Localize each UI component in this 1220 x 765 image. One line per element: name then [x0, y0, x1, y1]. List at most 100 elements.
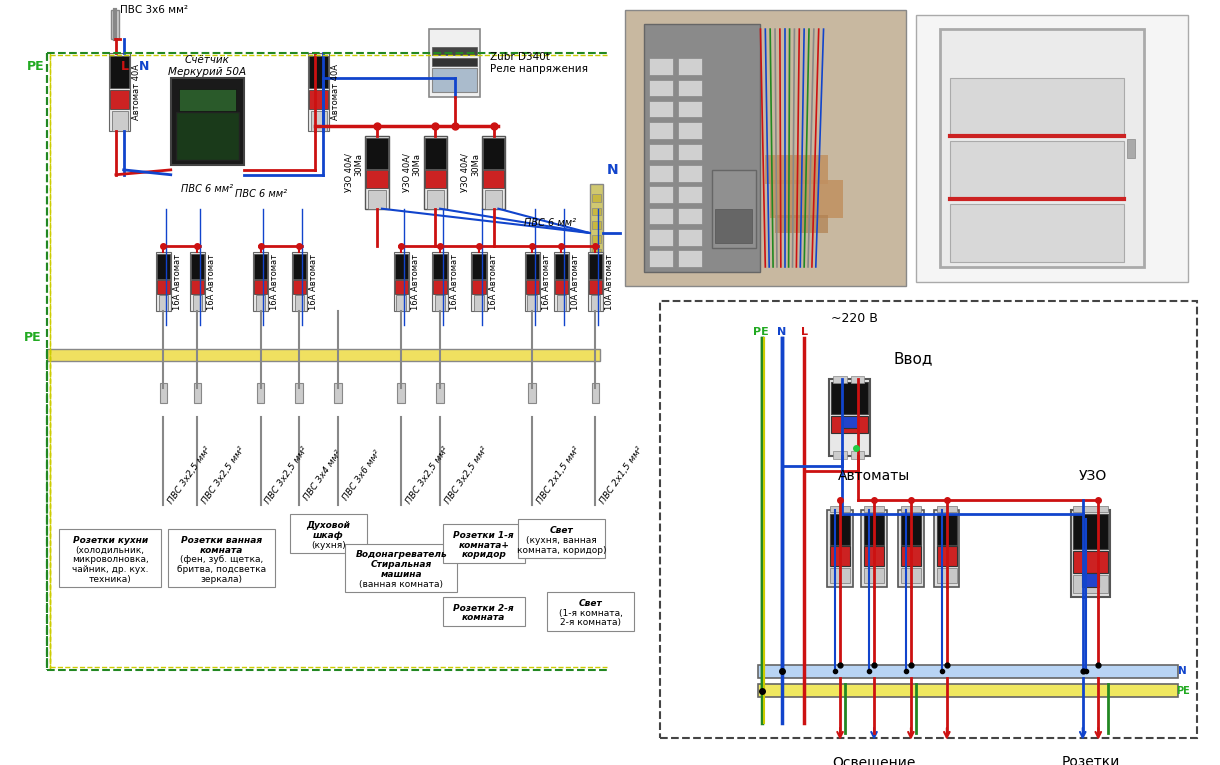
Bar	[937, 513, 956, 545]
Text: 16А Автомат: 16А Автомат	[173, 253, 182, 310]
Bar	[556, 295, 566, 311]
Bar	[649, 208, 673, 224]
Text: ПВС 3х2,5 мм²: ПВС 3х2,5 мм²	[166, 445, 212, 506]
Bar	[649, 58, 673, 75]
Bar	[547, 592, 634, 631]
Bar	[256, 383, 265, 403]
Bar	[189, 252, 205, 311]
Bar	[311, 111, 327, 131]
Text: УЗО 40А/
30Ма: УЗО 40А/ 30Ма	[344, 153, 364, 192]
Bar	[345, 544, 458, 592]
Bar	[334, 383, 342, 403]
Bar	[176, 112, 239, 160]
Text: N: N	[608, 163, 619, 177]
Bar	[833, 451, 847, 459]
Bar	[935, 509, 959, 588]
Bar	[649, 144, 673, 160]
Bar	[831, 546, 850, 565]
Bar	[649, 187, 673, 203]
Bar	[590, 295, 600, 311]
Text: (ванная комната): (ванная комната)	[360, 580, 443, 588]
Text: Духовой: Духовой	[306, 521, 350, 530]
Bar	[427, 190, 444, 209]
Bar	[861, 509, 887, 588]
Bar	[253, 252, 268, 311]
Bar	[432, 252, 448, 311]
Text: ПВС 3х6 мм²: ПВС 3х6 мм²	[120, 5, 188, 15]
Bar	[527, 295, 537, 311]
Bar	[309, 90, 328, 109]
Text: коридор: коридор	[461, 550, 506, 559]
Bar	[1074, 551, 1108, 572]
Text: 16А Автомат: 16А Автомат	[489, 253, 498, 310]
Bar	[592, 262, 601, 270]
Bar	[443, 524, 525, 563]
Text: зеркала): зеркала)	[201, 575, 243, 584]
Text: чайник, др. кух.: чайник, др. кух.	[72, 565, 149, 574]
Text: ПВС 2х1,5 мм²: ПВС 2х1,5 мм²	[598, 445, 644, 506]
Bar	[649, 165, 673, 181]
Text: комната+: комната+	[459, 541, 509, 550]
Bar	[833, 376, 847, 383]
Text: ПВС 6 мм²: ПВС 6 мм²	[525, 218, 576, 228]
Bar	[171, 78, 244, 165]
Text: Свет: Свет	[549, 526, 573, 536]
Bar	[398, 383, 405, 403]
Bar	[293, 280, 306, 295]
Bar	[1074, 514, 1108, 549]
Bar	[190, 280, 204, 295]
Bar	[433, 254, 447, 278]
Text: 10А Автомат: 10А Автомат	[605, 253, 614, 310]
Bar	[1071, 509, 1110, 597]
Bar	[194, 383, 201, 403]
Text: N: N	[139, 60, 149, 73]
Text: ПВС 3х4 мм²: ПВС 3х4 мм²	[303, 449, 343, 503]
Bar	[110, 90, 129, 109]
Bar	[827, 509, 853, 588]
Bar	[592, 383, 599, 403]
Text: Счётчик
Меркурий 50А: Счётчик Меркурий 50А	[168, 55, 246, 76]
Bar	[592, 208, 601, 216]
Bar	[483, 170, 504, 188]
Bar	[592, 249, 601, 256]
Bar	[555, 254, 569, 278]
Bar	[678, 165, 703, 181]
Text: УЗО: УЗО	[1078, 469, 1107, 483]
Bar	[864, 513, 883, 545]
Text: ПВС 3х2,5 мм²: ПВС 3х2,5 мм²	[200, 445, 246, 506]
Bar	[864, 506, 883, 512]
Text: N: N	[1179, 666, 1187, 676]
Bar	[937, 506, 956, 512]
Bar	[660, 301, 1197, 737]
Bar	[758, 685, 1177, 697]
Bar	[190, 254, 204, 278]
Bar	[715, 209, 752, 243]
Text: комната: комната	[200, 545, 244, 555]
Bar	[254, 280, 267, 295]
Text: ПВС 6 мм²: ПВС 6 мм²	[234, 189, 287, 199]
Bar	[678, 187, 703, 203]
Bar	[425, 170, 447, 188]
Bar	[850, 451, 864, 459]
Bar	[941, 29, 1144, 267]
Bar	[160, 383, 167, 403]
Bar	[294, 295, 304, 311]
Text: Розетки 2-я: Розетки 2-я	[454, 604, 514, 613]
Bar	[1074, 506, 1108, 512]
Bar	[949, 203, 1125, 262]
Text: Розетки: Розетки	[1061, 755, 1120, 765]
Bar	[937, 568, 956, 584]
Bar	[156, 280, 171, 295]
Bar	[432, 68, 477, 93]
Text: (холодильник,: (холодильник,	[76, 545, 145, 555]
Bar	[59, 529, 161, 588]
Bar	[592, 194, 601, 202]
Bar	[394, 280, 409, 295]
Bar	[432, 58, 477, 67]
Bar	[482, 136, 505, 209]
Text: ~220 В: ~220 В	[831, 312, 878, 325]
Bar	[649, 80, 673, 96]
Text: Свет: Свет	[578, 599, 603, 608]
Bar	[644, 24, 760, 272]
Text: 16А Автомат: 16А Автомат	[411, 253, 420, 310]
